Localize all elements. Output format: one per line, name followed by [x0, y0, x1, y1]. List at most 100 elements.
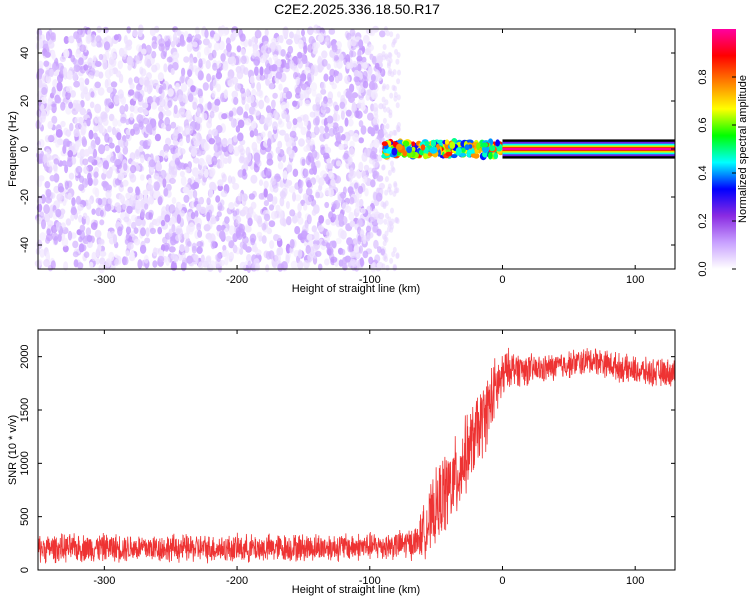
x-tick-label: -100 [359, 575, 381, 587]
spectrogram-cell [220, 53, 226, 62]
spectrogram-cell [358, 86, 365, 93]
spectrogram-cell [372, 158, 380, 168]
spectrogram-cell [57, 74, 64, 83]
spectrogram-cell [388, 189, 393, 196]
spectrogram-cell [393, 129, 398, 136]
spectrogram-cell [197, 261, 204, 269]
spectrogram-cell [335, 160, 342, 167]
spectrogram-cell [194, 33, 202, 41]
spectrogram-cell [423, 153, 428, 160]
spectrogram-cell [224, 256, 229, 266]
spectrogram-cell [125, 118, 130, 125]
spectrogram-cell [45, 31, 51, 41]
spectrogram-cell [61, 237, 69, 247]
spectrogram-cell [300, 73, 307, 82]
spectrogram-cell [72, 240, 79, 249]
spectrogram-cell [242, 168, 247, 177]
spectrogram-cell [406, 146, 412, 154]
spectrogram-cell [216, 60, 222, 68]
spectrogram-cell [251, 141, 258, 152]
spectrogram-cell [360, 102, 366, 112]
spectrogram-cell [270, 41, 276, 50]
spectrogram-cell [330, 256, 338, 263]
spectrogram-cell [163, 187, 169, 197]
spectrogram-cell [487, 151, 493, 160]
spectrogram-cell [231, 76, 239, 85]
spectrogram-cell [287, 45, 294, 54]
spectrogram-cell [175, 234, 182, 242]
spectrogram-cell [285, 254, 290, 264]
spectrogram-cell [360, 125, 367, 135]
spectrogram-cell [148, 195, 155, 205]
spectrogram-cell [303, 203, 308, 211]
spectrogram-cell [149, 188, 154, 197]
spectrogram-cell [389, 226, 394, 233]
spectrogram-cell [368, 256, 374, 265]
spectrogram-cell [142, 141, 148, 149]
spectrogram-cell [393, 37, 398, 44]
spectrogram-cell [207, 129, 213, 138]
colorbar-label: Normalized spectral amplitude [737, 75, 749, 223]
spectrogram-cell [373, 199, 380, 207]
spectrogram-cell [222, 63, 229, 71]
spectrogram-cell [107, 198, 113, 204]
spectrogram-cell [349, 50, 354, 58]
spectrogram-cell [133, 227, 139, 235]
spectrogram-cell [41, 219, 46, 230]
spectrogram-cell [295, 76, 301, 86]
spectrogram-cell [318, 184, 323, 191]
spectrogram-cell [266, 193, 274, 203]
spectrogram-cell [253, 128, 259, 137]
spectrogram-cell [45, 188, 52, 198]
spectrogram-cell [55, 221, 61, 232]
spectrogram-cell [107, 231, 112, 239]
spectrogram-x-ticks: -300 -200 -100 0 100 [93, 29, 644, 286]
spectrogram-cell [140, 209, 146, 218]
spectrogram-cell [192, 181, 200, 189]
spectrogram-cell [149, 27, 156, 37]
spectrogram-cell [182, 93, 187, 104]
spectrogram-cell [324, 201, 330, 209]
spectrogram-cell [78, 243, 85, 253]
spectrogram-cell [312, 165, 317, 176]
spectrogram-cell [221, 137, 228, 148]
spectrogram-cell [350, 39, 357, 47]
spectrogram-cell [389, 92, 394, 99]
spectrogram-cell [363, 164, 370, 171]
spectrogram-cell [131, 221, 137, 229]
spectrogram-cell [81, 85, 88, 94]
spectrogram-cell [306, 233, 313, 241]
spectrogram-cell [74, 123, 82, 130]
spectrogram-cell [445, 151, 453, 157]
spectrogram-cell [368, 66, 373, 76]
spectrogram-cell [67, 150, 73, 158]
spectrogram-cell [104, 145, 110, 152]
spectrogram-cell [84, 92, 91, 101]
spectrogram-cell [132, 29, 138, 37]
spectrogram-cell [67, 180, 73, 188]
spectrogram-cell [81, 136, 87, 146]
spectrogram-cell [88, 67, 96, 76]
spectrogram-cell [297, 249, 303, 259]
spectrogram-cell [315, 115, 320, 126]
spectrogram-cell [203, 168, 209, 178]
spectrogram-x-label: Height of straight line (km) [292, 283, 420, 295]
spectrogram-cell [89, 261, 94, 268]
spectrogram-cell [179, 138, 184, 147]
spectrogram-cell [338, 259, 344, 267]
spectrogram-cell [335, 237, 342, 245]
spectrogram-cell [63, 49, 70, 59]
spectrogram-cell [382, 201, 387, 208]
spectrogram-cell [228, 225, 235, 236]
spectrogram-cell [219, 230, 226, 240]
spectrogram-cell [374, 254, 381, 263]
colorbar-tick-label: 0.6 [697, 117, 709, 132]
spectrogram-cell [248, 206, 254, 216]
spectrogram-cell [63, 36, 70, 44]
spectrogram-cell [298, 98, 303, 107]
spectrogram-cell [346, 237, 353, 246]
spectrogram-cell [211, 155, 218, 166]
spectrogram-cell [61, 90, 67, 99]
x-tick-label: -200 [226, 575, 248, 587]
spectrogram-cell [120, 203, 127, 210]
